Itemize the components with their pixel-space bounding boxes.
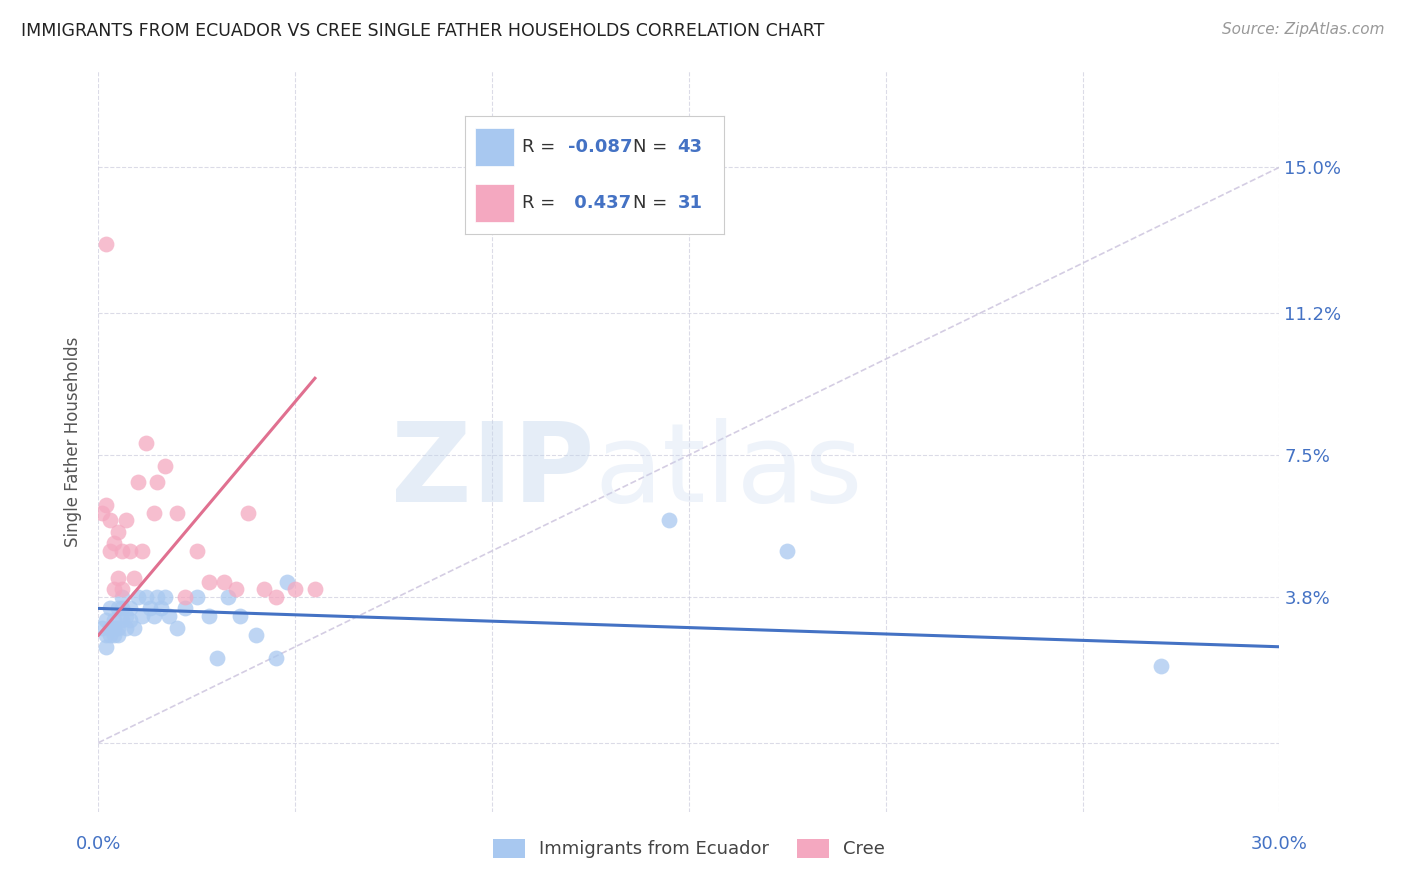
- Point: [131, 609, 153, 624]
- Point: [138, 601, 160, 615]
- Point: [96, 628, 118, 642]
- Point: [115, 609, 138, 624]
- Point: [157, 609, 180, 624]
- Point: [658, 513, 681, 527]
- Point: [111, 590, 134, 604]
- Point: [142, 609, 165, 624]
- Point: [245, 628, 267, 642]
- Point: [103, 621, 125, 635]
- Point: [174, 601, 197, 615]
- Point: [103, 628, 125, 642]
- Point: [107, 571, 129, 585]
- Point: [91, 621, 114, 635]
- Point: [284, 582, 307, 597]
- Point: [236, 506, 259, 520]
- Point: [217, 590, 239, 604]
- Point: [107, 621, 129, 635]
- Point: [1150, 659, 1173, 673]
- Point: [225, 582, 247, 597]
- Point: [111, 582, 134, 597]
- Point: [122, 621, 145, 635]
- Point: [146, 475, 169, 489]
- Point: [96, 613, 118, 627]
- Point: [118, 613, 141, 627]
- Point: [214, 574, 236, 589]
- Point: [107, 524, 129, 539]
- Point: [142, 506, 165, 520]
- Point: [197, 609, 219, 624]
- Point: [276, 574, 298, 589]
- Point: [96, 498, 118, 512]
- Point: [304, 582, 326, 597]
- Point: [150, 601, 173, 615]
- Point: [96, 237, 118, 252]
- Text: IMMIGRANTS FROM ECUADOR VS CREE SINGLE FATHER HOUSEHOLDS CORRELATION CHART: IMMIGRANTS FROM ECUADOR VS CREE SINGLE F…: [21, 22, 824, 40]
- Point: [103, 582, 125, 597]
- Point: [264, 590, 287, 604]
- Point: [111, 544, 134, 558]
- Point: [776, 544, 799, 558]
- Point: [135, 590, 157, 604]
- Point: [98, 621, 121, 635]
- Text: 30.0%: 30.0%: [1251, 835, 1308, 853]
- Point: [96, 640, 118, 654]
- Point: [197, 574, 219, 589]
- Point: [186, 544, 208, 558]
- Text: ZIP: ZIP: [391, 417, 595, 524]
- Point: [115, 621, 138, 635]
- Point: [186, 590, 208, 604]
- Point: [103, 613, 125, 627]
- Point: [107, 601, 129, 615]
- Text: Source: ZipAtlas.com: Source: ZipAtlas.com: [1222, 22, 1385, 37]
- Point: [91, 506, 114, 520]
- Text: 0.0%: 0.0%: [76, 835, 121, 853]
- Point: [111, 613, 134, 627]
- Point: [146, 590, 169, 604]
- Point: [135, 436, 157, 450]
- Point: [118, 601, 141, 615]
- Text: atlas: atlas: [595, 417, 863, 524]
- Point: [253, 582, 276, 597]
- Point: [98, 628, 121, 642]
- Point: [229, 609, 252, 624]
- Point: [103, 536, 125, 550]
- Point: [127, 475, 149, 489]
- Point: [118, 544, 141, 558]
- Point: [107, 628, 129, 642]
- Point: [98, 601, 121, 615]
- Y-axis label: Single Father Households: Single Father Households: [65, 336, 83, 547]
- Point: [111, 601, 134, 615]
- Point: [166, 621, 188, 635]
- Point: [205, 651, 228, 665]
- Point: [174, 590, 197, 604]
- Point: [122, 571, 145, 585]
- Point: [155, 459, 177, 474]
- Point: [264, 651, 287, 665]
- Point: [115, 513, 138, 527]
- Point: [155, 590, 177, 604]
- Legend: Immigrants from Ecuador, Cree: Immigrants from Ecuador, Cree: [485, 832, 893, 865]
- Point: [127, 590, 149, 604]
- Point: [166, 506, 188, 520]
- Point: [98, 544, 121, 558]
- Point: [131, 544, 153, 558]
- Point: [98, 513, 121, 527]
